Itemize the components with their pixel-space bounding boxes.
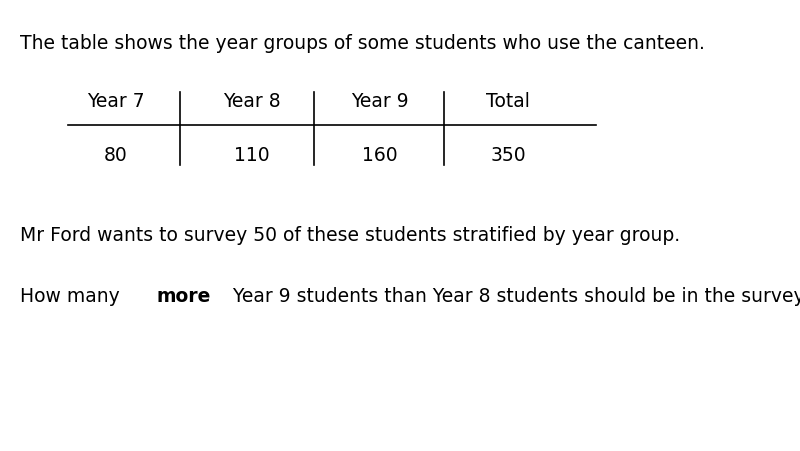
- Text: How many: How many: [20, 286, 126, 305]
- Text: 160: 160: [362, 146, 398, 165]
- Text: 80: 80: [104, 146, 128, 165]
- Text: Mr Ford wants to survey 50 of these students stratified by year group.: Mr Ford wants to survey 50 of these stud…: [20, 226, 680, 244]
- Text: more: more: [157, 286, 211, 305]
- Text: Year 9 students than Year 8 students should be in the survey?: Year 9 students than Year 8 students sho…: [226, 286, 800, 305]
- Text: 350: 350: [490, 146, 526, 165]
- Text: Year 9: Year 9: [351, 92, 409, 111]
- Text: 110: 110: [234, 146, 270, 165]
- Text: Total: Total: [486, 92, 530, 111]
- Text: Year 7: Year 7: [87, 92, 145, 111]
- Text: The table shows the year groups of some students who use the canteen.: The table shows the year groups of some …: [20, 34, 705, 53]
- Text: Year 8: Year 8: [223, 92, 281, 111]
